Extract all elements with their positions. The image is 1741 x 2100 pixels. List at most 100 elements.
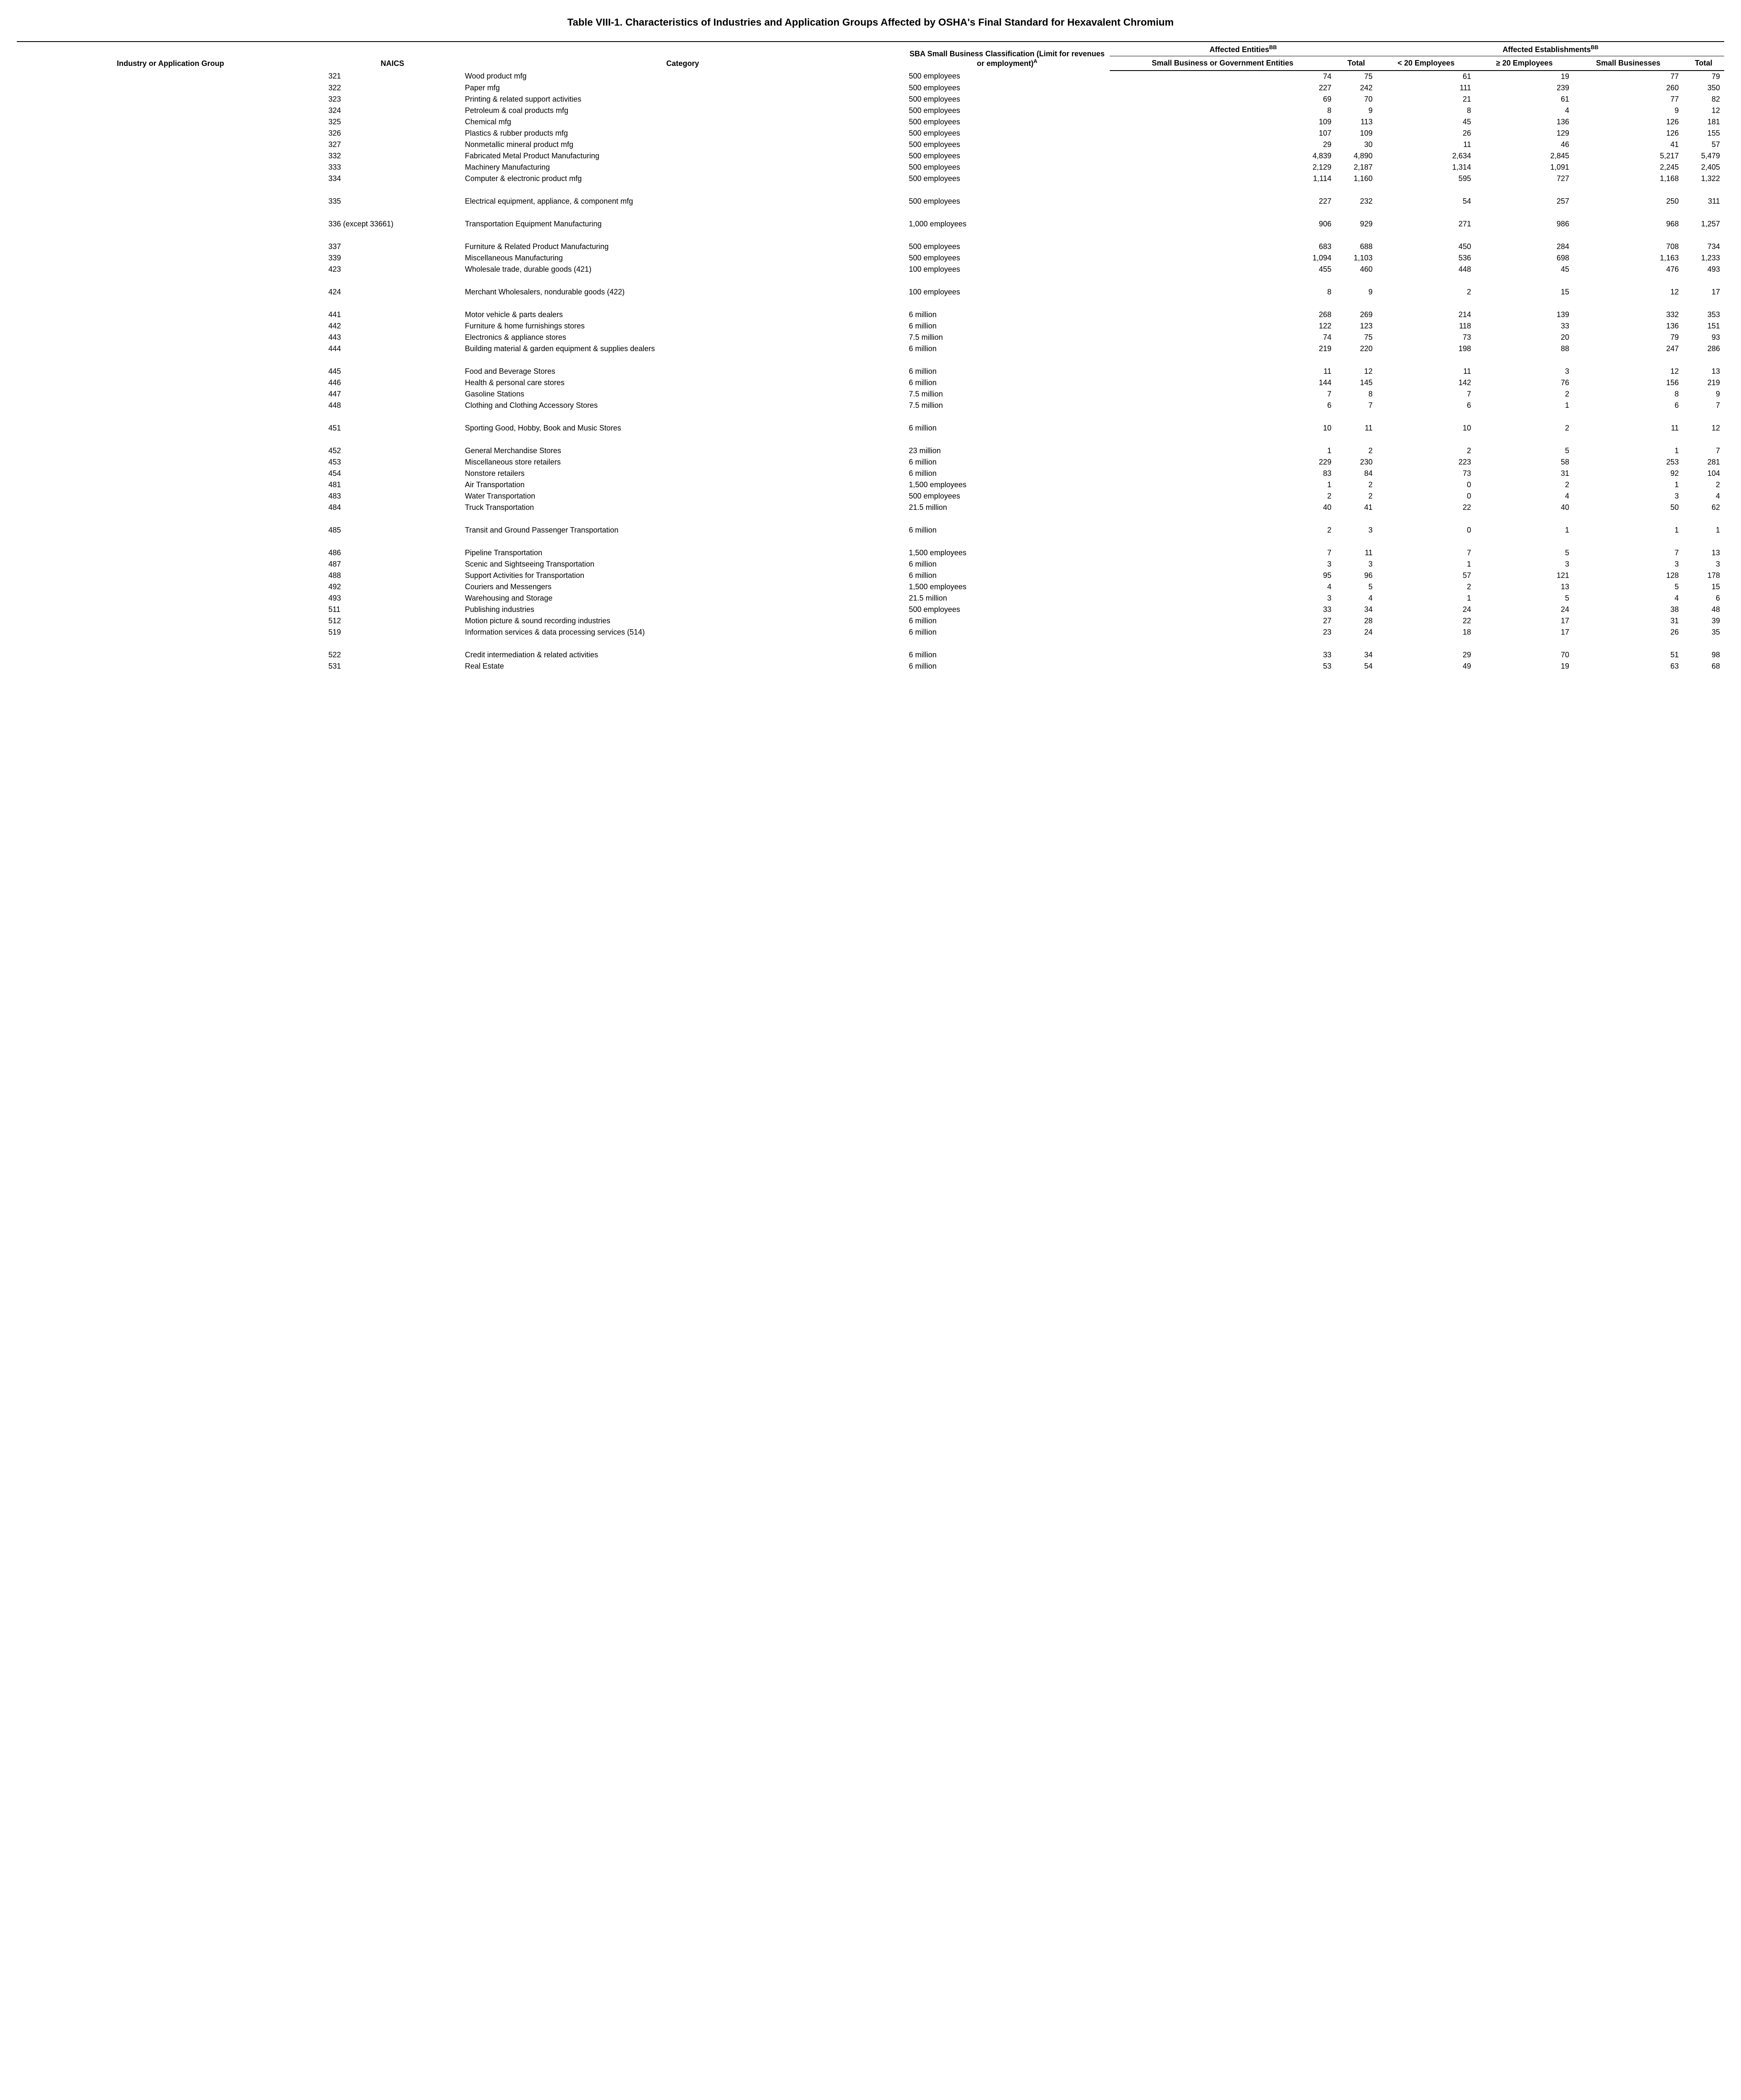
- naics-cell: 492: [324, 581, 461, 593]
- lt20-cell: 22: [1377, 615, 1476, 627]
- category-cell: Fabricated Metal Product Manufacturing: [461, 150, 905, 162]
- total1-cell: 109: [1336, 128, 1377, 139]
- total2-cell: 281: [1683, 457, 1724, 468]
- table-row: 485Transit and Ground Passenger Transpor…: [17, 525, 1724, 536]
- table-row: 325Chemical mfg500 employees109113451361…: [17, 116, 1724, 128]
- lt20-cell: 223: [1377, 457, 1476, 468]
- total2-cell: 151: [1683, 320, 1724, 332]
- total2-cell: 7: [1683, 400, 1724, 411]
- category-cell: Building material & garden equipment & s…: [461, 343, 905, 354]
- industry-cell: [17, 593, 324, 604]
- table-row: 487Scenic and Sightseeing Transportation…: [17, 559, 1724, 570]
- total2-cell: 1,322: [1683, 173, 1724, 184]
- table-row: 441Motor vehicle & parts dealers6 millio…: [17, 309, 1724, 320]
- table-row: 324Petroleum & coal products mfg500 empl…: [17, 105, 1724, 116]
- lt20-cell: 214: [1377, 309, 1476, 320]
- category-cell: Merchant Wholesalers, nondurable goods (…: [461, 286, 905, 298]
- lt20-cell: 7: [1377, 388, 1476, 400]
- ge20-cell: 3: [1475, 559, 1573, 570]
- total2-cell: 311: [1683, 196, 1724, 207]
- naics-cell: 321: [324, 71, 461, 82]
- small-entities-cell: 33: [1110, 649, 1336, 661]
- naics-cell: 443: [324, 332, 461, 343]
- ge20-cell: 986: [1475, 218, 1573, 230]
- total2-cell: 98: [1683, 649, 1724, 661]
- small-entities-cell: 6: [1110, 400, 1336, 411]
- table-row: 531Real Estate6 million535449196368: [17, 661, 1724, 672]
- ge20-cell: 58: [1475, 457, 1573, 468]
- sba-cell: 7.5 million: [905, 332, 1110, 343]
- small-entities-cell: 268: [1110, 309, 1336, 320]
- naics-cell: 451: [324, 423, 461, 434]
- table-row: 484Truck Transportation21.5 million40412…: [17, 502, 1724, 513]
- ge20-cell: 139: [1475, 309, 1573, 320]
- table-title: Table VIII-1. Characteristics of Industr…: [17, 17, 1724, 29]
- small-biz-cell: 8: [1573, 388, 1683, 400]
- small-biz-cell: 63: [1573, 661, 1683, 672]
- small-biz-cell: 126: [1573, 116, 1683, 128]
- industry-cell: [17, 615, 324, 627]
- total2-cell: 155: [1683, 128, 1724, 139]
- spacer-cell: [17, 434, 1724, 445]
- naics-cell: 442: [324, 320, 461, 332]
- sba-cell: 23 million: [905, 445, 1110, 457]
- lt20-cell: 73: [1377, 468, 1476, 479]
- table-row: 323Printing & related support activities…: [17, 94, 1724, 105]
- small-entities-cell: 219: [1110, 343, 1336, 354]
- small-biz-cell: 7: [1573, 547, 1683, 559]
- table-row: 337Furniture & Related Product Manufactu…: [17, 241, 1724, 252]
- category-cell: Food and Beverage Stores: [461, 366, 905, 377]
- small-biz-cell: 38: [1573, 604, 1683, 615]
- table-row: [17, 411, 1724, 423]
- lt20-cell: 6: [1377, 400, 1476, 411]
- table-row: 336 (except 33661)Transportation Equipme…: [17, 218, 1724, 230]
- naics-cell: 324: [324, 105, 461, 116]
- small-biz-cell: 5,217: [1573, 150, 1683, 162]
- sba-cell: 7.5 million: [905, 388, 1110, 400]
- total1-cell: 11: [1336, 423, 1377, 434]
- sba-cell: 100 employees: [905, 286, 1110, 298]
- industry-cell: [17, 649, 324, 661]
- small-biz-cell: 2,245: [1573, 162, 1683, 173]
- sba-cell: 6 million: [905, 457, 1110, 468]
- data-table: Industry or Application Group NAICS Cate…: [17, 41, 1724, 672]
- industry-cell: [17, 162, 324, 173]
- category-cell: Nonstore retailers: [461, 468, 905, 479]
- spacer-cell: [17, 230, 1724, 241]
- ge20-cell: 76: [1475, 377, 1573, 388]
- industry-cell: [17, 241, 324, 252]
- lt20-cell: 22: [1377, 502, 1476, 513]
- table-row: 327Nonmetallic mineral product mfg500 em…: [17, 139, 1724, 150]
- lt20-cell: 1,314: [1377, 162, 1476, 173]
- category-cell: Health & personal care stores: [461, 377, 905, 388]
- table-row: [17, 184, 1724, 196]
- header-ge20: ≥ 20 Employees: [1475, 56, 1573, 71]
- small-entities-cell: 33: [1110, 604, 1336, 615]
- category-cell: Air Transportation: [461, 479, 905, 491]
- total1-cell: 113: [1336, 116, 1377, 128]
- spacer-cell: [17, 298, 1724, 309]
- ge20-cell: 2: [1475, 479, 1573, 491]
- total1-cell: 84: [1336, 468, 1377, 479]
- naics-cell: 481: [324, 479, 461, 491]
- total1-cell: 269: [1336, 309, 1377, 320]
- total1-cell: 4: [1336, 593, 1377, 604]
- sba-cell: 6 million: [905, 309, 1110, 320]
- industry-cell: [17, 661, 324, 672]
- ge20-cell: 15: [1475, 286, 1573, 298]
- small-entities-cell: 7: [1110, 547, 1336, 559]
- industry-cell: [17, 82, 324, 94]
- small-entities-cell: 4: [1110, 581, 1336, 593]
- total2-cell: 15: [1683, 581, 1724, 593]
- ge20-cell: 2: [1475, 423, 1573, 434]
- header-naics: NAICS: [324, 42, 461, 71]
- table-row: 321Wood product mfg500 employees74756119…: [17, 71, 1724, 82]
- industry-cell: [17, 502, 324, 513]
- sba-cell: 500 employees: [905, 173, 1110, 184]
- small-entities-cell: 69: [1110, 94, 1336, 105]
- small-entities-cell: 10: [1110, 423, 1336, 434]
- small-entities-cell: 906: [1110, 218, 1336, 230]
- total2-cell: 12: [1683, 423, 1724, 434]
- header-entities-group: Affected EntitiesBB: [1110, 42, 1377, 56]
- total2-cell: 39: [1683, 615, 1724, 627]
